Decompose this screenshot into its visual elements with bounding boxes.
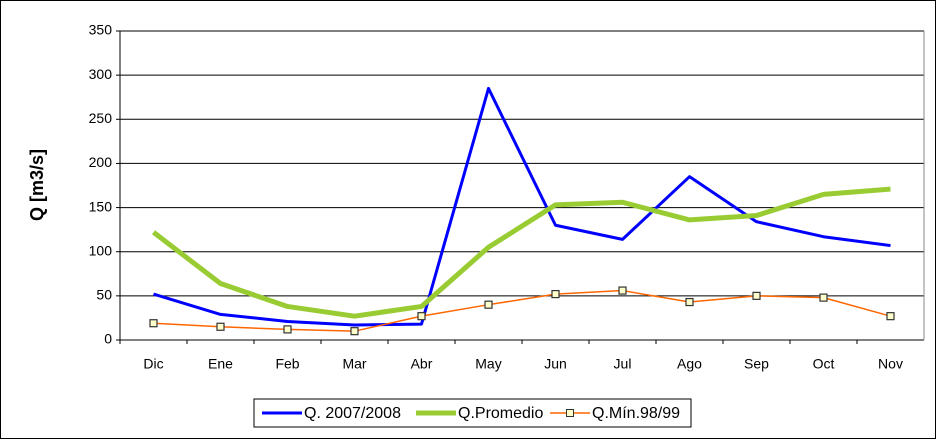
legend-box (253, 398, 692, 428)
point-marker (819, 293, 828, 302)
x-tick-label: Mar (342, 356, 366, 372)
x-tick-label: Dic (143, 356, 163, 372)
point-marker (417, 312, 426, 321)
x-tick-label: Jun (544, 356, 567, 372)
line (153, 86, 891, 327)
y-tick-label: 350 (89, 22, 113, 38)
point-marker (283, 325, 292, 334)
x-tick-label: Jul (614, 356, 632, 372)
legend-label: Q. 2007/2008 (304, 405, 401, 422)
point-marker (752, 291, 761, 300)
point-marker (551, 289, 560, 299)
y-tick-label: 150 (89, 198, 113, 214)
legend-label: Q.Mín.98/99 (592, 405, 680, 422)
x-tick-label: Abr (411, 356, 433, 372)
legend-label: Q.Promedio (458, 405, 543, 422)
line (153, 289, 891, 332)
y-tick-label: 200 (89, 154, 113, 170)
point-marker (350, 327, 359, 336)
x-tick-label: Sep (744, 356, 769, 372)
y-tick-label: 50 (96, 287, 112, 303)
x-tick-label: Ene (208, 356, 233, 372)
legend-marker (566, 409, 574, 417)
x-tick-label: Feb (275, 356, 299, 372)
x-tick-label: Oct (813, 356, 835, 372)
y-tick-label: 300 (89, 66, 113, 82)
point-marker (484, 300, 493, 309)
x-tick-label: May (475, 356, 501, 372)
x-tick-label: Ago (677, 356, 702, 372)
y-tick-label: 100 (89, 242, 113, 258)
point-marker (149, 319, 158, 328)
y-tick-label: 0 (104, 331, 112, 347)
point-marker (886, 312, 895, 321)
point-marker (216, 322, 225, 331)
y-axis-label: Q [m3/s] (27, 149, 47, 221)
y-tick-label: 250 (89, 110, 113, 126)
line (151, 186, 891, 319)
point-marker (685, 297, 694, 307)
x-tick-label: Nov (878, 356, 903, 372)
point-marker (618, 286, 627, 295)
